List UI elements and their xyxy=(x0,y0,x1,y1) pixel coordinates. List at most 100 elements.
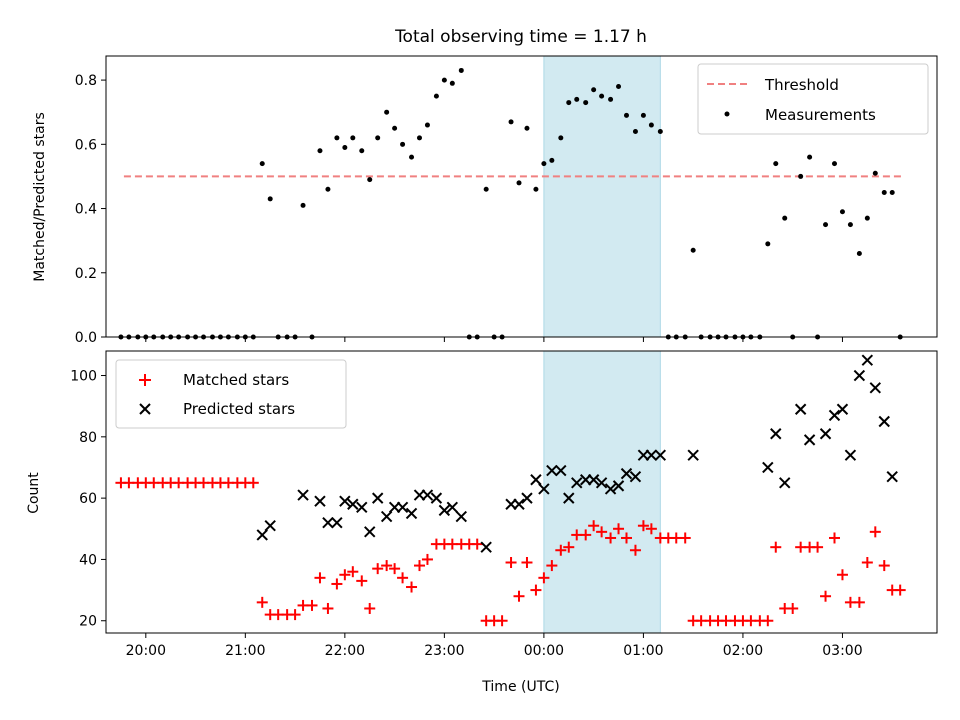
predicted-stars-point xyxy=(480,541,492,553)
matched-stars-point xyxy=(538,572,550,584)
matched-stars-point xyxy=(413,560,425,572)
legend-threshold-label: Threshold xyxy=(764,76,839,94)
predicted-stars-point xyxy=(521,492,533,504)
measurement-point xyxy=(516,180,522,186)
predicted-stars-point xyxy=(430,492,443,504)
measurement-point xyxy=(449,80,455,86)
measurement-point xyxy=(648,122,654,128)
bottom-x-tick-label: 02:00 xyxy=(723,643,763,659)
top-legend: Threshold Measurements xyxy=(697,63,929,135)
measurement-point xyxy=(334,135,340,141)
measurement-point xyxy=(409,154,415,160)
predicted-stars-point xyxy=(844,449,857,461)
predicted-stars-point xyxy=(770,428,782,440)
bottom-shaded-interval xyxy=(543,350,661,634)
predicted-stars-point xyxy=(405,507,418,520)
bottom-x-tick-label: 03:00 xyxy=(822,643,862,659)
matched-stars-point xyxy=(637,520,649,532)
bottom-y-tick-label: 20 xyxy=(79,614,97,630)
top-legend-box xyxy=(697,63,929,135)
matched-stars-point xyxy=(605,532,617,544)
predicted-stars-point xyxy=(380,510,393,523)
matched-stars-point xyxy=(339,569,351,581)
measurement-point xyxy=(416,135,422,141)
matched-stars-point xyxy=(620,532,632,544)
matched-stars-point xyxy=(314,572,326,584)
measurement-point xyxy=(599,93,605,99)
matched-stars-point xyxy=(322,602,334,614)
measurement-point xyxy=(632,128,638,134)
predicted-stars-point xyxy=(356,501,368,514)
measurement-point xyxy=(889,189,895,195)
measurement-point xyxy=(533,186,539,192)
measurement-point xyxy=(872,170,878,176)
measurement-point xyxy=(566,100,572,106)
predicted-stars-point xyxy=(645,449,658,461)
matched-stars-point xyxy=(530,584,542,596)
measurement-point xyxy=(375,135,381,141)
measurement-point xyxy=(441,77,447,83)
top-y-tick-label: 0.8 xyxy=(75,73,97,89)
predicted-stars-point xyxy=(530,474,542,486)
bottom-panel: 20 40 60 80 100 20:00 21:00 22:00 23:00 00:00 01:… xyxy=(26,350,938,695)
measurement-point xyxy=(591,87,597,93)
matched-stars-point xyxy=(347,566,359,578)
measurement-point xyxy=(392,125,398,131)
predicted-stars-point xyxy=(438,504,451,517)
measurement-point xyxy=(657,128,663,134)
matched-stars-point xyxy=(505,557,517,568)
measurement-point xyxy=(424,122,430,128)
measurement-point xyxy=(856,251,862,257)
matched-stars-point xyxy=(679,532,691,544)
matched-stars-point xyxy=(331,578,343,590)
measurement-point xyxy=(259,161,265,167)
measurement-point xyxy=(823,222,829,228)
matched-stars-point xyxy=(356,575,368,587)
predicted-stars-point xyxy=(455,510,467,523)
bottom-x-tick-label: 00:00 xyxy=(524,643,564,659)
predicted-stars-point xyxy=(819,428,832,440)
measurement-point xyxy=(782,215,788,221)
matched-stars-point xyxy=(853,596,865,608)
predicted-stars-point xyxy=(629,470,642,483)
predicted-stars-point xyxy=(371,492,384,504)
predicted-stars-point xyxy=(555,464,567,477)
predicted-stars-point xyxy=(853,369,866,382)
matched-stars-point xyxy=(629,544,641,556)
matched-stars-point xyxy=(381,560,393,572)
predicted-stars-point xyxy=(421,489,434,501)
matched-stars-point xyxy=(770,541,782,553)
predicted-stars-point xyxy=(687,449,699,461)
predicted-stars-point xyxy=(322,516,334,529)
measurement-point xyxy=(400,141,406,147)
matched-stars-point xyxy=(828,532,840,544)
predicted-stars-point xyxy=(546,464,558,477)
measurement-point xyxy=(300,202,306,208)
legend-matched-swatch xyxy=(139,374,151,386)
matched-stars-point xyxy=(397,572,409,584)
measurement-point xyxy=(773,161,779,167)
bottom-plot-frame xyxy=(105,350,938,634)
measurement-point xyxy=(616,84,622,90)
bottom-legend: Matched stars Predicted stars xyxy=(115,359,347,429)
predicted-stars-point xyxy=(587,474,600,486)
legend-measurements-swatch xyxy=(724,111,730,117)
matched-stars-point xyxy=(820,590,832,602)
predicted-stars-point xyxy=(297,489,309,501)
measurement-point xyxy=(350,135,356,141)
predicted-stars-point xyxy=(513,498,525,510)
measurement-point xyxy=(798,173,804,179)
measurement-point xyxy=(384,109,390,115)
predicted-stars-point xyxy=(595,477,608,489)
measurement-point xyxy=(574,96,580,102)
measurement-point xyxy=(839,209,845,215)
measurement-point xyxy=(325,186,331,192)
predicted-stars-point xyxy=(446,501,459,514)
legend-matched-label: Matched stars xyxy=(183,371,289,389)
predicted-stars-point xyxy=(571,477,583,489)
measurement-point xyxy=(367,177,373,183)
predicted-stars-point xyxy=(869,382,882,394)
matched-stars-point xyxy=(364,602,376,614)
predicted-stars-point xyxy=(396,501,409,514)
measurement-point xyxy=(458,67,464,73)
